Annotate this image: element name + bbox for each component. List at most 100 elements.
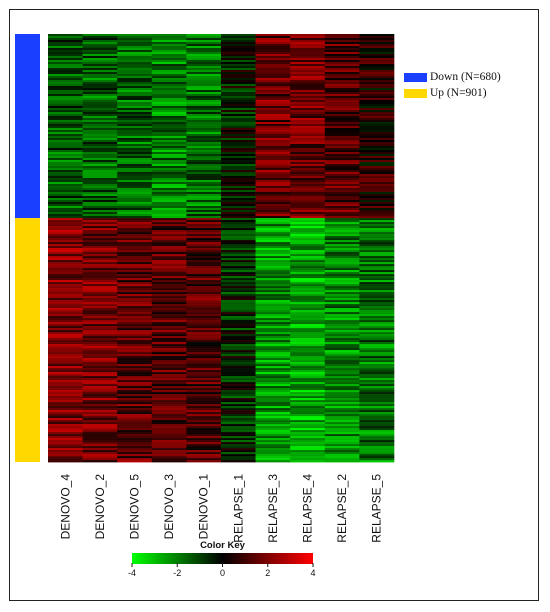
heatmap-cell (290, 382, 326, 385)
heatmap-cell (324, 128, 360, 131)
heatmap-cell (290, 298, 326, 301)
heatmap-cell (221, 170, 256, 173)
heatmap-cell (48, 386, 83, 389)
heatmap-cell (82, 174, 118, 177)
heatmap-cell (221, 322, 256, 325)
heatmap-cell (290, 96, 326, 99)
heatmap-cell (117, 396, 153, 399)
heatmap-cell (151, 268, 187, 271)
heatmap-cell (117, 440, 153, 443)
heatmap-cell (82, 148, 118, 151)
heatmap-cell (324, 166, 360, 169)
heatmap-cell (324, 254, 360, 257)
heatmap-cell (151, 450, 187, 453)
heatmap-cell (48, 152, 83, 155)
heatmap-cell (290, 460, 326, 463)
heatmap-cell (117, 242, 153, 245)
heatmap-cell (117, 164, 153, 167)
heatmap-cell (117, 70, 153, 73)
heatmap-cell (290, 210, 326, 213)
heatmap-cell (82, 342, 118, 345)
heatmap-column-RELAPSE_1-group-1 (221, 218, 256, 463)
heatmap-cell (117, 172, 153, 175)
heatmap-cell (221, 212, 256, 215)
heatmap-cell (48, 392, 83, 395)
heatmap-cell (48, 260, 83, 263)
heatmap-cell (290, 322, 326, 325)
heatmap-cell (255, 428, 291, 431)
heatmap-cell (186, 328, 222, 331)
heatmap-cell (359, 278, 395, 281)
heatmap-cell (151, 38, 187, 41)
heatmap-cell (255, 224, 291, 227)
heatmap-cell (221, 296, 256, 299)
heatmap-cell (255, 366, 291, 369)
heatmap-cell (117, 248, 153, 251)
heatmap-cell (359, 160, 395, 163)
heatmap-cell (324, 444, 360, 447)
heatmap-cell (324, 40, 360, 43)
heatmap-cell (186, 264, 222, 267)
heatmap-cell (82, 324, 118, 327)
heatmap-cell (186, 202, 222, 205)
heatmap-cell (359, 364, 395, 367)
heatmap-cell (48, 164, 83, 167)
heatmap-cell (255, 46, 291, 49)
heatmap-cell (186, 110, 222, 113)
heatmap-cell (221, 100, 256, 103)
heatmap-cell (290, 92, 326, 95)
heatmap-cell (48, 302, 83, 305)
heatmap-cell (324, 228, 360, 231)
heatmap-cell (186, 266, 222, 269)
heatmap-cell (221, 140, 256, 143)
heatmap-cell (151, 90, 187, 93)
heatmap-cell (48, 396, 83, 399)
heatmap-cell (324, 54, 360, 57)
heatmap-cell (48, 224, 83, 227)
heatmap-cell (290, 266, 326, 269)
heatmap-cell (117, 418, 153, 421)
heatmap-cell (82, 398, 118, 401)
heatmap-cell (82, 102, 118, 105)
heatmap-cell (290, 162, 326, 165)
heatmap-cell (48, 442, 83, 445)
heatmap-cell (290, 342, 326, 345)
heatmap-cell (359, 420, 395, 423)
heatmap-cell (48, 202, 83, 205)
heatmap-cell (117, 80, 153, 83)
heatmap-cell (82, 58, 118, 61)
heatmap-cell (117, 210, 153, 213)
heatmap-cell (82, 72, 118, 75)
heatmap-cell (324, 146, 360, 149)
heatmap-cell (324, 412, 360, 415)
heatmap-cell (186, 226, 222, 229)
heatmap-cell (359, 438, 395, 441)
heatmap-cell (290, 340, 326, 343)
heatmap-cell (186, 318, 222, 321)
heatmap-cell (48, 312, 83, 315)
heatmap-cell (255, 190, 291, 193)
heatmap-cell (290, 66, 326, 69)
heatmap-cell (324, 232, 360, 235)
heatmap-cell (324, 410, 360, 413)
heatmap-cell (359, 120, 395, 123)
heatmap-cell (82, 356, 118, 359)
heatmap-column-RELAPSE_4-group-1 (290, 218, 326, 463)
heatmap-cell (290, 258, 326, 261)
heatmap-cell (221, 142, 256, 145)
heatmap-cell (359, 434, 395, 437)
heatmap-cell (324, 118, 360, 121)
heatmap-cell (255, 142, 291, 145)
heatmap-cell (186, 390, 222, 393)
heatmap-cell (324, 196, 360, 199)
heatmap-cell (151, 46, 187, 49)
heatmap-cell (221, 326, 256, 329)
heatmap-cell (186, 198, 222, 201)
heatmap-cell (324, 162, 360, 165)
heatmap-cell (359, 154, 395, 157)
heatmap-cell (221, 76, 256, 79)
heatmap-cell (117, 44, 153, 47)
heatmap-cell (359, 148, 395, 151)
heatmap-cell (359, 194, 395, 197)
heatmap-cell (151, 230, 187, 233)
